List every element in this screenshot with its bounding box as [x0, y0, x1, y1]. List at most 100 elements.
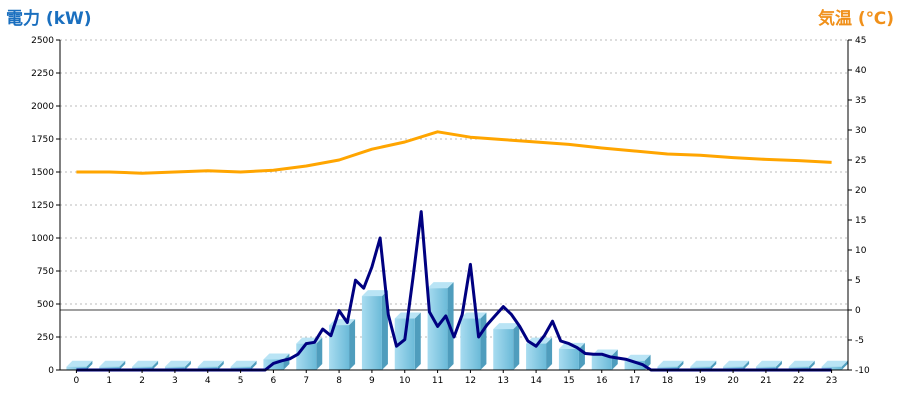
bar-front	[132, 366, 153, 370]
bar-side	[677, 360, 684, 370]
bar	[657, 360, 684, 370]
bar-top	[427, 282, 454, 289]
bar-side	[316, 337, 323, 370]
right-tick-label: 10	[855, 246, 867, 256]
bar-side	[86, 360, 93, 370]
line-layer	[76, 130, 832, 372]
x-tick-label: 14	[530, 376, 542, 386]
left-axis-title: 電力 (kW)	[6, 9, 92, 29]
bar-top	[788, 360, 815, 367]
bar-front	[821, 366, 842, 370]
x-tick-label: 3	[172, 376, 178, 386]
left-tick-label: 750	[37, 267, 54, 277]
x-tick-label: 23	[826, 376, 837, 386]
bar	[361, 290, 388, 370]
left-tick-label: 250	[37, 333, 54, 343]
bar	[690, 360, 717, 370]
left-tick-label: 500	[37, 300, 54, 310]
bar-front	[230, 366, 251, 370]
x-tick-label: 22	[793, 376, 804, 386]
x-tick-label: 13	[498, 376, 509, 386]
right-tick-label: 40	[855, 66, 867, 76]
left-tick-label: 1250	[31, 201, 54, 211]
bar-side	[414, 312, 421, 370]
x-tick-label: 2	[139, 376, 145, 386]
bar-top	[132, 360, 159, 367]
bar-front	[99, 366, 120, 370]
x-tick-label: 10	[399, 376, 411, 386]
bar-side	[775, 360, 782, 370]
x-tick-label: 9	[369, 376, 375, 386]
axis-layer: 02505007501000125015001750200022502500-1…	[31, 36, 870, 386]
right-tick-label: 30	[855, 126, 867, 136]
bar-side	[217, 360, 224, 370]
right-tick-label: 25	[855, 156, 866, 166]
bar-side	[152, 360, 159, 370]
bar-top	[66, 360, 93, 367]
power-line	[76, 210, 832, 372]
bar-side	[250, 360, 257, 370]
left-tick-label: 1000	[31, 234, 54, 244]
bar-top	[624, 354, 651, 361]
right-tick-label: 35	[855, 96, 866, 106]
x-tick-label: 6	[271, 376, 277, 386]
left-tick-label: 2250	[31, 69, 54, 79]
left-tick-label: 0	[48, 366, 54, 376]
grid-layer	[60, 39, 848, 338]
bar-front	[558, 348, 579, 370]
bar-front	[591, 355, 612, 370]
bar-front	[361, 296, 382, 370]
temperature-line	[76, 130, 832, 175]
bar-side	[743, 360, 750, 370]
bar-front	[788, 366, 809, 370]
bar	[788, 360, 815, 370]
bar-front	[755, 366, 776, 370]
bar-front	[329, 325, 350, 370]
x-tick-label: 20	[727, 376, 739, 386]
bar-side	[184, 360, 191, 370]
bar-front	[164, 366, 185, 370]
x-tick-label: 11	[432, 376, 443, 386]
x-tick-label: 17	[629, 376, 640, 386]
left-tick-label: 2500	[31, 36, 54, 46]
x-tick-label: 8	[336, 376, 342, 386]
bar-top	[164, 360, 191, 367]
bar-front	[394, 318, 415, 370]
bar	[66, 360, 93, 370]
right-tick-label: 45	[855, 36, 866, 46]
bar	[493, 323, 520, 370]
bar	[197, 360, 224, 370]
bar-front	[723, 366, 744, 370]
bar-front	[460, 318, 481, 370]
bar-top	[197, 360, 224, 367]
right-tick-label: 20	[855, 186, 867, 196]
bar-top	[723, 360, 750, 367]
bar-top	[493, 323, 520, 330]
bar	[723, 360, 750, 370]
left-tick-label: 1500	[31, 168, 54, 178]
bar-layer	[66, 282, 848, 370]
right-tick-label: -5	[855, 336, 864, 346]
bar-front	[624, 360, 645, 370]
bar-front	[66, 366, 87, 370]
right-axis-title: 気温 (℃)	[817, 9, 894, 29]
x-tick-label: 18	[662, 376, 674, 386]
bar-side	[841, 360, 848, 370]
x-tick-label: 19	[695, 376, 707, 386]
bar	[558, 342, 585, 370]
bar	[755, 360, 782, 370]
bar-top	[230, 360, 257, 367]
x-tick-label: 5	[238, 376, 244, 386]
bar-front	[493, 329, 514, 370]
bar-top	[821, 360, 848, 367]
x-tick-label: 15	[563, 376, 574, 386]
bar-front	[197, 366, 218, 370]
x-tick-label: 21	[760, 376, 771, 386]
bar-side	[480, 312, 487, 370]
bar-side	[808, 360, 815, 370]
right-tick-label: -10	[855, 366, 870, 376]
bar	[460, 312, 487, 370]
x-tick-label: 4	[205, 376, 211, 386]
bar	[821, 360, 848, 370]
